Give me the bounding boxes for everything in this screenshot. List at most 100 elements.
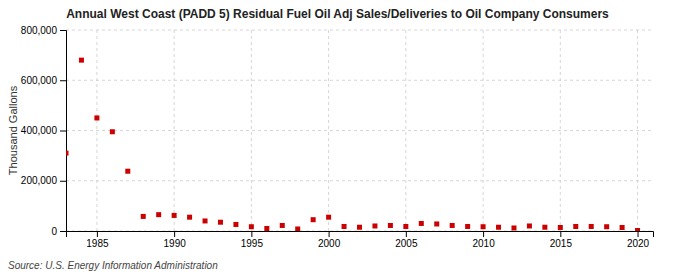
point: [635, 228, 640, 231]
point: [141, 214, 146, 219]
point: [496, 225, 501, 230]
point: [66, 151, 69, 156]
x-tick-label: 2000: [318, 238, 341, 249]
point: [172, 213, 177, 218]
points: [66, 58, 640, 231]
point: [94, 115, 99, 120]
point: [403, 224, 408, 229]
y-tick-label: 400,000: [21, 125, 58, 136]
point: [573, 224, 578, 229]
x-tick-label: 2015: [550, 238, 573, 249]
point: [542, 225, 547, 230]
y-tick-mark: [60, 80, 66, 81]
point: [465, 224, 470, 229]
point: [125, 169, 130, 174]
x-tick-mark: [251, 231, 252, 237]
point: [218, 220, 223, 225]
y-tick-mark: [60, 30, 66, 31]
point: [434, 221, 439, 226]
x-tick: 2010: [472, 231, 495, 249]
y-grid-line: [66, 180, 653, 181]
point: [388, 223, 393, 228]
y-tick: 800,000: [21, 25, 66, 36]
y-axis-title: Thousand Gallons: [7, 85, 19, 175]
x-tick-label: 1985: [86, 238, 109, 249]
x-tick-label: 2020: [627, 238, 650, 249]
x-grid-line: [251, 30, 252, 231]
point: [280, 223, 285, 228]
x-tick: 1995: [241, 231, 264, 249]
point: [295, 226, 300, 231]
point: [249, 224, 254, 229]
point: [419, 221, 424, 226]
title: Annual West Coast (PADD 5) Residual Fuel…: [66, 7, 609, 21]
point: [450, 223, 455, 228]
y-tick: 400,000: [21, 125, 66, 136]
plot-area: 1985 1990 1995 2000 2005 2010 2015 2020 0 200,000…: [21, 25, 654, 249]
x-tick: 2000: [318, 231, 341, 249]
x-tick-mark: [97, 231, 98, 237]
point: [620, 225, 625, 230]
y-grid-line: [66, 130, 653, 131]
x-tick-label: 1990: [164, 238, 187, 249]
x-tick-label: 1995: [241, 238, 264, 249]
chart: 1985 1990 1995 2000 2005 2010 2015 2020 0 200,000…: [0, 0, 675, 275]
x-grid-line: [637, 30, 638, 231]
point: [203, 218, 208, 223]
x-tick-mark: [406, 231, 407, 237]
point: [156, 212, 161, 217]
point: [79, 58, 84, 63]
y-axis: 0 200,000 400,000 600,000 800,000: [21, 25, 67, 237]
x-tick-label: 2005: [395, 238, 418, 249]
x-tick-mark: [638, 231, 639, 237]
x-grid-line: [328, 30, 329, 231]
point: [589, 224, 594, 229]
x-tick: 2015: [550, 231, 573, 249]
y-grid-line: [66, 30, 653, 31]
y-tick-label: 800,000: [21, 25, 58, 36]
x-axis: 1985 1990 1995 2000 2005 2010 2015 2020: [67, 231, 654, 249]
point: [527, 223, 532, 228]
y-tick: 600,000: [21, 75, 66, 86]
x-tick-label: 2010: [472, 238, 495, 249]
y-tick-mark: [60, 181, 66, 182]
point: [233, 222, 238, 227]
y-tick: 200,000: [21, 175, 66, 186]
x-grid-line: [560, 30, 561, 231]
x-tick-mark: [174, 231, 175, 237]
y-tick-mark: [60, 131, 66, 132]
source: Source: U.S. Energy Information Administ…: [8, 260, 218, 271]
x-tick: 2020: [627, 231, 650, 249]
x-grid-line: [174, 30, 175, 231]
x-tick: 1990: [164, 231, 187, 249]
point: [311, 217, 316, 222]
point: [558, 225, 563, 230]
x-tick-mark: [560, 231, 561, 237]
y-tick: 0: [51, 226, 66, 237]
point: [342, 224, 347, 229]
point: [481, 224, 486, 229]
grid: [66, 30, 653, 231]
y-tick-label: 200,000: [21, 175, 58, 186]
point: [187, 215, 192, 220]
point: [264, 226, 269, 231]
point: [357, 225, 362, 230]
y-tick-mark: [60, 231, 66, 232]
point: [110, 129, 115, 134]
point: [511, 225, 516, 230]
x-tick-mark: [483, 231, 484, 237]
y-grid-line: [66, 80, 653, 81]
y-axis-line: [60, 31, 67, 232]
x-axis-line: [67, 232, 654, 238]
x-tick: 1985: [86, 231, 109, 249]
x-tick-mark: [329, 231, 330, 237]
x-grid-line: [483, 30, 484, 231]
point: [604, 224, 609, 229]
x-grid-line: [405, 30, 406, 231]
x-tick: 2005: [395, 231, 418, 249]
y-tick-label: 0: [51, 226, 57, 237]
point: [372, 223, 377, 228]
y-tick-label: 600,000: [21, 75, 58, 86]
x-grid-line: [96, 30, 97, 231]
point: [326, 215, 331, 220]
